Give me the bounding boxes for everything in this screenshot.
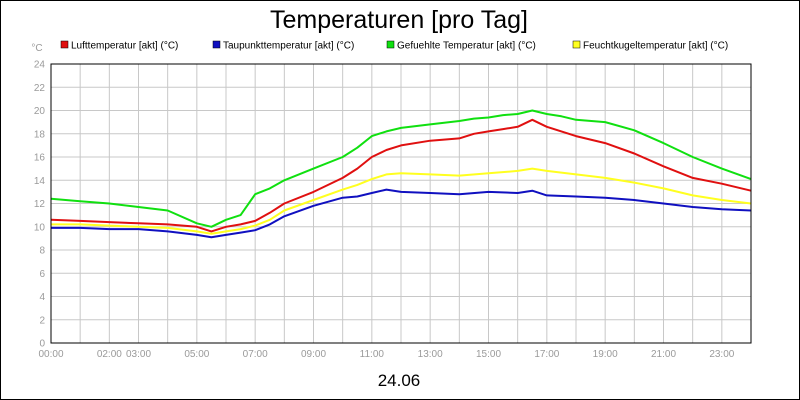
x-tick-label: 11:00 [360,349,385,360]
x-tick-label: 13:00 [418,349,443,360]
series-lines [50,109,752,239]
legend-label: Taupunkttemperatur [akt] (°C) [223,41,354,52]
x-tick-label: 23:00 [709,349,734,360]
x-tick-label: 07:00 [243,349,268,360]
y-tick-label: 10 [34,222,46,233]
y-tick-label: 16 [34,153,46,164]
series-line-0 [50,118,752,233]
legend-swatch [212,40,221,49]
x-axis-ticks: 00:00 02:00 03:00 05:00 07:00 09:00 11:00 13:00… [38,349,734,360]
legend-label: Lufttemperatur [akt] (°C) [71,41,178,52]
series-line-2 [50,109,752,228]
y-tick-label: 22 [34,83,46,94]
legend-label: Gefuehlte Temperatur [akt] (°C) [397,41,536,52]
y-tick-label: 14 [34,176,46,187]
legend: Lufttemperatur [akt] (°C) Taupunkttempera… [60,40,728,52]
x-tick-label: 03:00 [126,349,151,360]
y-tick-label: 8 [39,246,45,257]
x-tick-label: 19:00 [593,349,618,360]
y-tick-label: 20 [34,106,46,117]
legend-swatch [60,40,69,49]
legend-swatch [572,40,581,49]
legend-swatch [386,40,395,49]
y-tick-label: 24 [34,60,46,71]
y-tick-label: 0 [39,339,45,350]
chart-title: Temperaturen [pro Tag] [270,6,528,34]
y-tick-label: 2 [39,315,45,326]
x-tick-label: 09:00 [301,349,326,360]
y-unit-label: °C [31,43,42,54]
x-tick-label: 21:00 [651,349,676,360]
x-tick-label: 05:00 [184,349,209,360]
y-tick-label: 6 [39,269,45,280]
plot-border [50,63,752,344]
date-label: 24.06 [378,371,421,390]
x-tick-label: 02:00 [97,349,122,360]
series-line-1 [51,188,752,239]
y-tick-label: 4 [39,292,45,303]
x-tick-label: 15:00 [476,349,501,360]
x-tick-label: 00:00 [38,349,63,360]
y-tick-label: 18 [34,129,46,140]
y-tick-label: 12 [34,199,46,210]
series-line-3 [51,167,752,235]
x-tick-label: 17:00 [534,349,559,360]
legend-label: Feuchtkugeltemperatur [akt] (°C) [583,41,728,52]
